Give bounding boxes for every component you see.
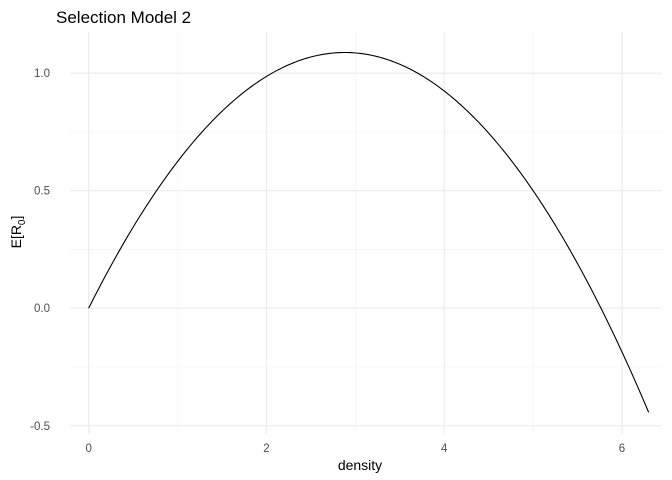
major-gridlines-y — [70, 72, 662, 427]
x-tick-label: 4 — [441, 443, 448, 455]
y-tick-label: 0.5 — [34, 186, 50, 198]
x-tick-label: 2 — [263, 443, 269, 455]
minor-gridlines-y — [70, 131, 662, 368]
chart-title: Selection Model 2 — [56, 8, 191, 27]
y-tick-label: 0.0 — [34, 303, 50, 315]
y-axis-tick-labels: -0.5 0.0 0.5 1.0 — [30, 68, 50, 433]
x-tick-label: 0 — [85, 443, 91, 455]
y-tick-label: -0.5 — [30, 421, 50, 433]
y-tick-label: 1.0 — [34, 68, 50, 80]
x-axis-title: density — [338, 457, 382, 473]
y-axis-title: E[R0] — [8, 216, 28, 249]
y-axis-title-main: E[R — [8, 225, 24, 248]
x-tick-label: 6 — [619, 443, 625, 455]
major-gridlines-x — [88, 32, 623, 434]
y-axis-title-close: ] — [8, 216, 24, 220]
y-axis-title-subscript: 0 — [17, 219, 28, 225]
x-axis-tick-labels: 0 2 4 6 — [85, 443, 625, 455]
series-line-expected-r0 — [88, 51, 650, 413]
